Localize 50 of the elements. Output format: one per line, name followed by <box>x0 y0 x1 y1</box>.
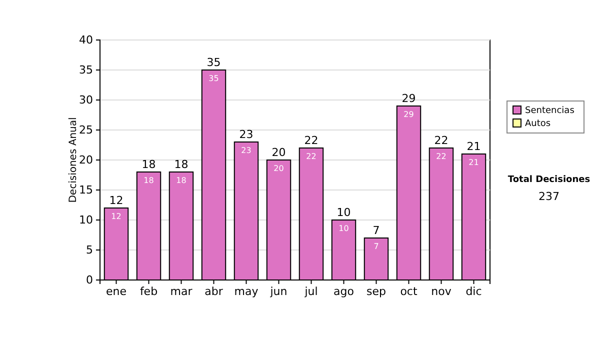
total-label: 23 <box>239 128 254 141</box>
y-tick-label: 10 <box>79 214 93 227</box>
total-label: 35 <box>206 56 221 69</box>
y-tick-label: 30 <box>79 94 93 107</box>
x-tick-label: nov <box>431 284 452 298</box>
x-tick-label: dic <box>466 284 482 298</box>
data-label: 22 <box>306 152 316 161</box>
data-label: 22 <box>436 152 446 161</box>
data-label: 35 <box>208 74 219 83</box>
data-label: 21 <box>468 158 479 167</box>
data-label: 18 <box>144 176 154 185</box>
total-label: 20 <box>272 146 286 159</box>
text: 237 <box>538 190 560 203</box>
x-tick-label: ago <box>334 284 354 298</box>
text: Total Decisiones <box>508 175 590 185</box>
data-label: 10 <box>338 224 349 233</box>
total-label: 22 <box>434 134 448 147</box>
data-label: 7 <box>374 242 379 251</box>
total-label: 22 <box>304 134 318 147</box>
x-tick-label: jun <box>269 284 288 298</box>
y-tick-label: 40 <box>79 34 93 47</box>
data-label: 12 <box>111 212 122 221</box>
data-label: 29 <box>404 110 414 119</box>
x-tick-label: feb <box>140 284 158 298</box>
total-label: 18 <box>142 158 156 171</box>
total-label: 7 <box>372 224 380 237</box>
data-label: 23 <box>241 146 252 155</box>
y-tick-label: 20 <box>79 154 93 167</box>
data-label: 18 <box>176 176 186 185</box>
x-tick-label: mar <box>170 284 193 298</box>
y-axis-title: Decisiones Anual <box>68 117 79 203</box>
y-tick-label: 0 <box>86 274 93 287</box>
x-tick-label: abr <box>204 284 224 298</box>
x-tick-label: sep <box>366 284 386 298</box>
total-label: 10 <box>336 206 351 219</box>
x-tick-label: may <box>234 284 259 298</box>
x-tick-label: jul <box>304 284 318 298</box>
x-tick-label: oct <box>400 284 418 298</box>
y-tick-label: 15 <box>79 184 93 197</box>
legend-label: Sentencias <box>525 106 575 116</box>
y-tick-label: 25 <box>79 124 93 137</box>
total-label: 18 <box>174 158 188 171</box>
y-tick-label: 5 <box>86 244 93 257</box>
total-label: 21 <box>466 140 481 153</box>
x-tick-label: ene <box>106 284 127 298</box>
total-label: 12 <box>109 194 124 207</box>
total-label: 29 <box>402 92 416 105</box>
data-label: 20 <box>274 164 284 173</box>
y-tick-label: 35 <box>79 64 93 77</box>
legend-label: Autos <box>525 119 551 129</box>
